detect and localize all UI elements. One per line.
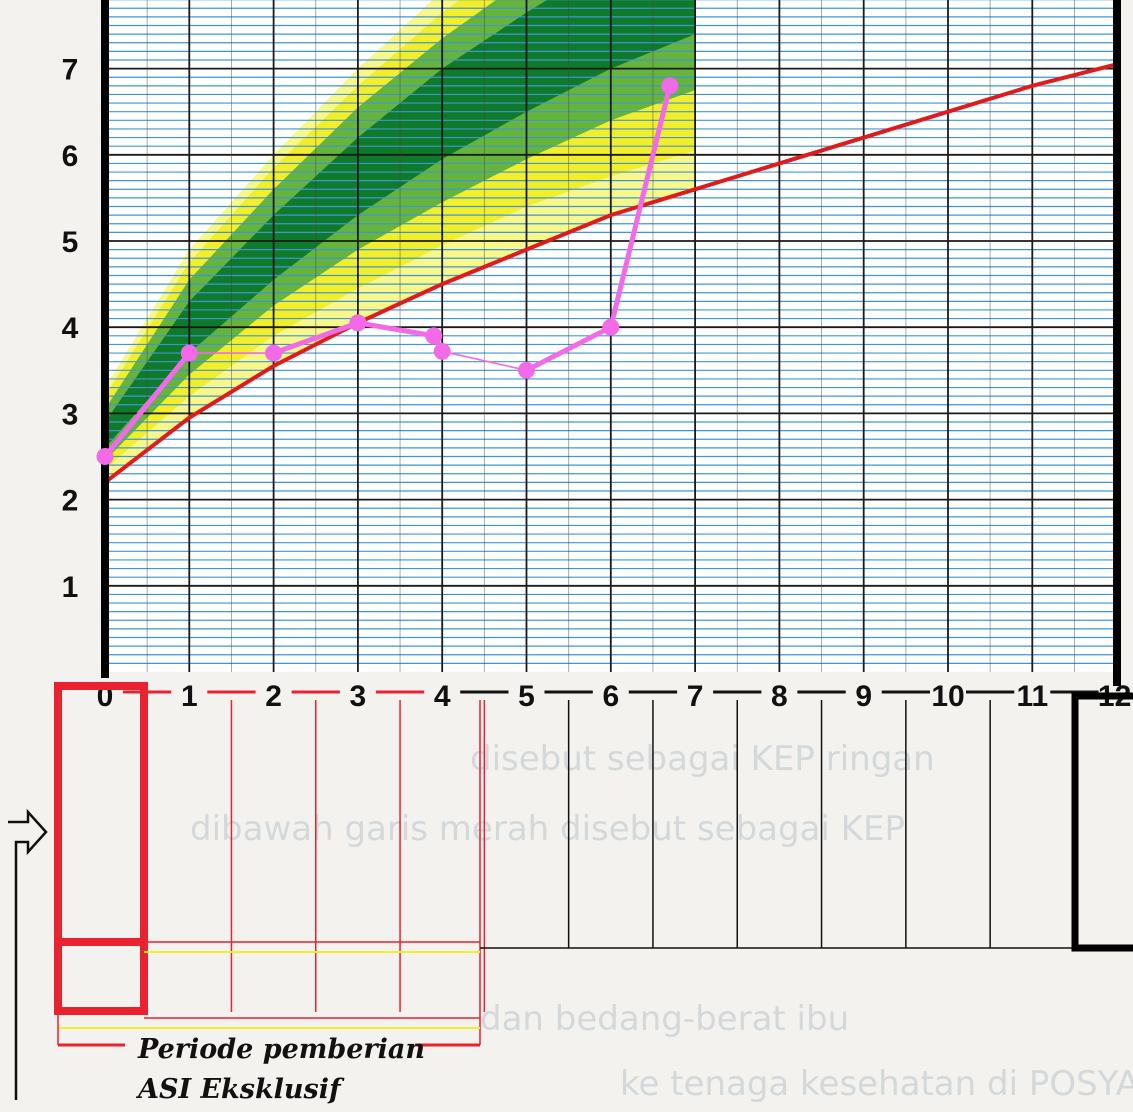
y-tick-label: 6 [62,140,79,173]
x-tick-label: 1 [181,680,198,713]
background-show-through-text: dan bedang-berat ibu [480,999,849,1039]
x-tick-label: 8 [771,680,788,713]
y-tick-label: 5 [62,226,79,259]
x-tick-label: 6 [602,680,619,713]
background-show-through-text: disebut sebagai KEP ringan [470,739,935,779]
background-show-through-text: ke tenaga kesehatan di POSYANDU [620,1064,1133,1104]
series-segment [608,83,673,330]
series-point [425,327,443,345]
y-tick-label: 3 [62,398,79,431]
series-point [661,77,679,95]
x-tick-label: 3 [350,680,367,713]
series-segment [441,350,528,372]
series-point [96,448,114,465]
x-tick-label: 4 [434,680,451,713]
x-tick-label: 9 [855,680,872,713]
right-black-box [1071,692,1133,952]
series-segment [102,350,192,459]
y-tick-label: 7 [62,54,79,87]
caption-line-1: Periode pemberian [137,1034,425,1065]
series-point [602,318,620,336]
y-tick-label: 4 [62,312,79,345]
series-point [265,344,283,362]
x-tick-label: 11 [1016,680,1048,713]
arrow-icon [8,808,48,1100]
series-segment [271,320,361,356]
band-light-green [105,0,696,461]
red-boundary-line [105,62,1117,484]
x-tick-label: 2 [265,680,282,713]
caption-line-2: ASI Eksklusif [135,1074,345,1105]
x-tick-label: 7 [687,680,704,713]
series-segment [355,320,437,339]
background-show-through-text: dibawah garis merah disebut sebagai KEP [190,809,905,849]
y-tick-label: 2 [62,485,79,518]
series-point [349,314,367,332]
band-dark-green [105,0,696,448]
x-tick-label: 10 [931,680,964,713]
series-segment [524,324,614,373]
series-point [180,344,198,362]
asi-exclusive-box [54,682,148,1015]
series-point [518,361,535,379]
x-tick-label: 5 [518,680,535,713]
series-point [433,342,451,360]
y-tick-label: 1 [62,571,79,604]
